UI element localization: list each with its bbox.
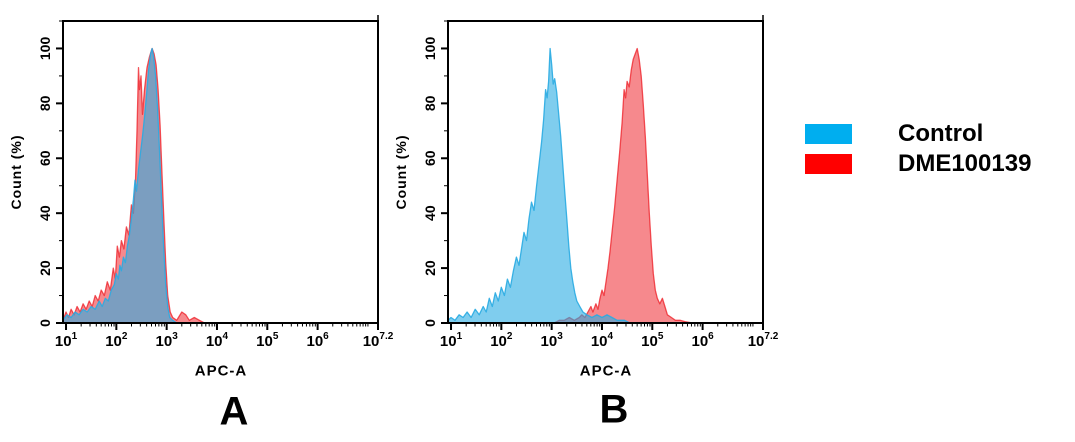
x-tick-label: 106 [691, 331, 714, 350]
x-tick-label: 103 [541, 331, 564, 350]
y-tick-label: 60 [422, 150, 438, 166]
y-tick-label: 80 [422, 95, 438, 111]
legend-swatch-control-icon [805, 124, 852, 144]
histogram-control [447, 47, 631, 324]
y-tick-label: 60 [37, 150, 53, 166]
x-tick-label: 104 [591, 331, 614, 350]
histogram-control [62, 47, 178, 324]
y-tick-label: 20 [37, 260, 53, 276]
y-tick-label: 40 [37, 205, 53, 221]
x-tick-label: 105 [256, 331, 279, 350]
y-tick-label: 80 [37, 95, 53, 111]
y-tick-label: 20 [422, 260, 438, 276]
legend: Control DME100139 [805, 120, 1032, 184]
y-tick-label: 100 [422, 37, 438, 61]
legend-swatch-dme100139-icon [805, 154, 852, 174]
panel-b: 101 102 103 104 105 106 107.2 0 20 40 60 80 100 [422, 15, 779, 350]
x-tick-label: 106 [306, 331, 329, 350]
x-tick-label: 107.2 [363, 331, 394, 350]
y-tick-label: 100 [37, 37, 53, 61]
y-axis-label-panel-a: Count (%) [8, 134, 24, 210]
x-axis-label-panel-b: APC-A [579, 362, 633, 380]
legend-item-dme100139: DME100139 [805, 150, 1032, 177]
x-tick-label: 104 [206, 331, 229, 350]
x-tick-label: 102 [105, 331, 128, 350]
plot-frame [447, 20, 764, 324]
y-axis-label-panel-b: Count (%) [393, 134, 409, 210]
x-tick-label: 102 [490, 331, 513, 350]
x-tick-label: 101 [440, 331, 463, 350]
x-tick-label: 107.2 [748, 331, 779, 350]
y-tick-label: 0 [422, 319, 438, 327]
x-tick-label: 103 [156, 331, 179, 350]
y-tick-label: 40 [422, 205, 438, 221]
x-tick-label: 101 [55, 331, 78, 350]
legend-item-control: Control [805, 120, 1031, 147]
x-axis-label-panel-a: APC-A [194, 362, 248, 380]
x-tick-label: 105 [641, 331, 664, 350]
panel-a: 101 102 103 104 105 106 107.2 0 20 40 60 80 100 [37, 15, 394, 350]
legend-label-control: Control [898, 120, 984, 147]
panel-letter-a: A [219, 389, 249, 434]
panel-letter-b: B [599, 387, 629, 432]
plot-frame [62, 20, 379, 324]
histogram-dme100139 [553, 47, 694, 324]
legend-label-dme100139: DME100139 [898, 150, 1032, 177]
y-tick-label: 0 [37, 319, 53, 327]
